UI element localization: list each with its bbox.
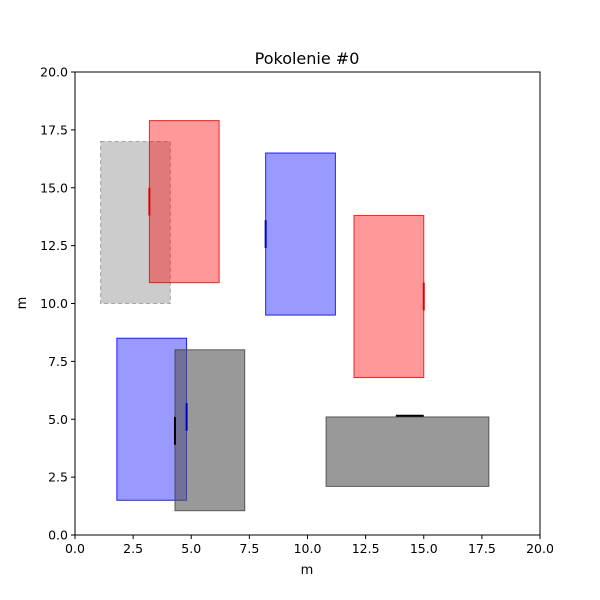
y-tick-label: 5.0 [48, 412, 68, 427]
x-tick-label: 10.0 [294, 541, 322, 556]
plot-area [100, 120, 490, 512]
y-tick-label: 20.0 [40, 65, 68, 80]
x-axis: 0.0 2.5 5.0 7.5 10.0 12.5 15.0 17.5 20.0 [65, 535, 554, 556]
y-tick-label: 15.0 [40, 180, 68, 195]
x-tick-label: 2.5 [123, 541, 143, 556]
y-tick-label: 7.5 [48, 354, 68, 369]
x-tick-label: 20.0 [526, 541, 554, 556]
y-axis-label: m [15, 297, 30, 310]
x-tick-label: 12.5 [352, 541, 380, 556]
y-tick-label: 12.5 [40, 238, 68, 253]
y-axis: 0.0 2.5 5.0 7.5 10.0 12.5 15.0 17.5 20.0 [40, 65, 75, 543]
red-rectangle-3 [353, 215, 425, 379]
y-tick-label: 2.5 [48, 470, 68, 485]
x-tick-label: 0.0 [65, 541, 85, 556]
chart-title: Pokolenie #0 [255, 49, 360, 68]
gray-rectangle-6 [325, 416, 490, 487]
obstacle-rectangle-0 [100, 140, 171, 304]
y-tick-label: 10.0 [40, 296, 68, 311]
y-tick-label: 0.0 [48, 528, 68, 543]
x-axis-label: m [301, 563, 314, 578]
x-tick-label: 17.5 [468, 541, 496, 556]
gray-rectangle-5 [174, 349, 246, 512]
x-tick-label: 7.5 [239, 541, 259, 556]
x-tick-label: 5.0 [181, 541, 201, 556]
x-tick-label: 15.0 [410, 541, 438, 556]
y-tick-label: 17.5 [40, 122, 68, 137]
blue-rectangle-2 [265, 152, 336, 316]
red-rectangle-1 [148, 120, 220, 284]
